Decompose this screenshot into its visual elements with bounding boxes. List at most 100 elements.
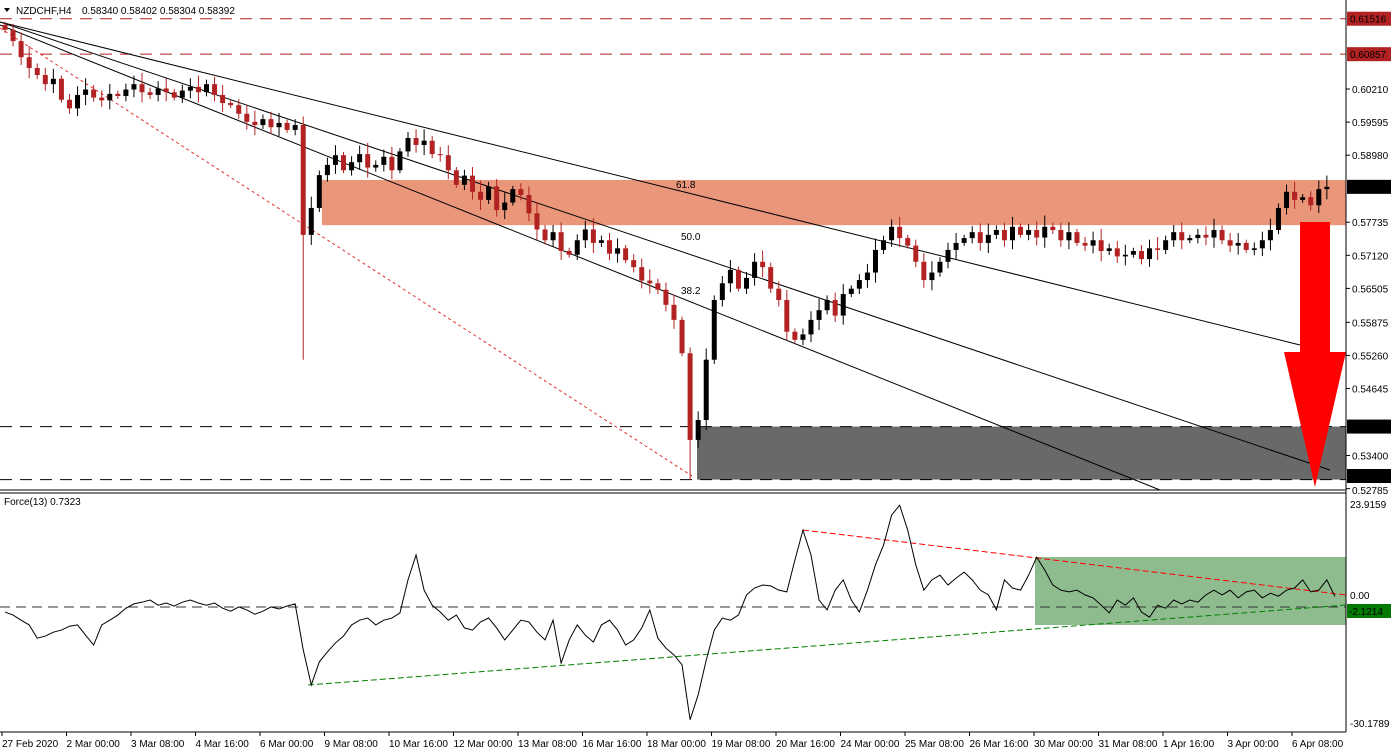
candle bbox=[324, 157, 330, 182]
price-tick-label: 0.53400 bbox=[1352, 452, 1389, 463]
candle bbox=[349, 156, 355, 176]
candle bbox=[1114, 241, 1120, 263]
candle-body bbox=[679, 319, 685, 354]
candle-body bbox=[10, 29, 16, 42]
force-panel[interactable] bbox=[0, 504, 1347, 720]
candle bbox=[542, 224, 548, 245]
candle bbox=[1066, 222, 1072, 250]
candle-body bbox=[1211, 230, 1217, 238]
candle-body bbox=[1058, 230, 1064, 241]
candle bbox=[639, 258, 645, 289]
candle bbox=[623, 245, 629, 264]
candle bbox=[582, 220, 588, 248]
candle-body bbox=[236, 105, 242, 114]
candle-body bbox=[131, 84, 137, 90]
candle-body bbox=[856, 280, 862, 289]
candle-body bbox=[1163, 240, 1169, 250]
candle bbox=[1251, 242, 1257, 256]
candle bbox=[292, 119, 298, 136]
candle bbox=[139, 72, 145, 103]
time-label: 9 Mar 08:00 bbox=[325, 739, 379, 750]
candle-body bbox=[1026, 230, 1032, 235]
candle bbox=[631, 254, 637, 273]
candle bbox=[687, 347, 693, 480]
candle bbox=[42, 67, 48, 91]
candle-body bbox=[1243, 242, 1249, 250]
candle-body bbox=[405, 137, 411, 152]
candle bbox=[494, 179, 500, 217]
candle-body bbox=[171, 92, 177, 98]
candle bbox=[598, 235, 604, 248]
candle bbox=[163, 78, 169, 102]
candle bbox=[437, 146, 443, 162]
candle bbox=[284, 119, 290, 133]
candle bbox=[155, 81, 161, 102]
candle bbox=[574, 234, 580, 261]
candle bbox=[300, 116, 306, 360]
candle bbox=[1259, 231, 1265, 257]
candle-body bbox=[349, 162, 355, 171]
candle bbox=[937, 257, 943, 277]
candle-body bbox=[687, 353, 693, 440]
force-value-tag bbox=[1347, 604, 1391, 618]
candle bbox=[1042, 215, 1048, 248]
candle-body bbox=[1138, 251, 1144, 260]
candle-body bbox=[66, 99, 72, 109]
candle bbox=[1243, 239, 1249, 253]
time-label: 18 Mar 00:00 bbox=[647, 739, 706, 750]
candle bbox=[91, 84, 97, 102]
candle bbox=[212, 76, 218, 102]
candle-body bbox=[832, 299, 838, 316]
candle-body bbox=[99, 97, 105, 101]
time-label: 30 Mar 00:00 bbox=[1034, 739, 1093, 750]
candle bbox=[453, 167, 459, 188]
ohlc-readout: 0.58340 0.58402 0.58304 0.58392 bbox=[82, 6, 235, 17]
candle-body bbox=[58, 78, 64, 100]
candle bbox=[953, 232, 959, 259]
down-arrow-icon bbox=[1284, 222, 1346, 487]
candle bbox=[1130, 247, 1136, 258]
candle bbox=[10, 23, 16, 47]
candle-body bbox=[469, 175, 475, 192]
candle bbox=[252, 110, 258, 136]
price-tick-label: 0.57735 bbox=[1352, 218, 1389, 229]
candle-body bbox=[735, 269, 741, 289]
time-label: 13 Mar 08:00 bbox=[518, 739, 577, 750]
symbol-label: NZDCHF,H4 bbox=[16, 6, 72, 17]
candle bbox=[824, 295, 830, 315]
candle-body bbox=[1187, 238, 1193, 241]
candle bbox=[711, 295, 717, 364]
candle bbox=[872, 238, 878, 283]
fib-label: 38.2 bbox=[681, 286, 701, 297]
time-label: 3 Mar 08:00 bbox=[131, 739, 185, 750]
candle-body bbox=[1235, 242, 1241, 246]
candle-body bbox=[582, 229, 588, 241]
candle-body bbox=[244, 113, 250, 122]
candle-body bbox=[260, 119, 266, 126]
candle-body bbox=[607, 240, 612, 254]
candle-body bbox=[389, 156, 395, 171]
candle bbox=[1090, 231, 1096, 254]
candle-body bbox=[695, 420, 701, 440]
candle bbox=[75, 86, 81, 117]
candle bbox=[695, 411, 701, 448]
candle bbox=[1219, 225, 1225, 245]
candle bbox=[1050, 222, 1056, 235]
force-tick-label: 0.00 bbox=[1350, 591, 1370, 602]
candle-body bbox=[1034, 230, 1040, 238]
candle bbox=[123, 83, 129, 102]
price-tick-label: 0.56505 bbox=[1352, 284, 1389, 295]
force-line bbox=[4, 504, 1336, 720]
candle-body bbox=[969, 232, 975, 239]
collapse-triangle-icon[interactable] bbox=[4, 8, 10, 12]
candle bbox=[107, 83, 113, 110]
candle bbox=[99, 90, 105, 107]
candle bbox=[1010, 216, 1015, 250]
candle bbox=[905, 234, 911, 249]
candle bbox=[1227, 232, 1233, 253]
price-panel[interactable]: 61.8 50.0 38.2 bbox=[0, 18, 1346, 491]
candle bbox=[244, 105, 250, 130]
time-label: 20 Mar 16:00 bbox=[776, 739, 835, 750]
candle-body bbox=[18, 41, 24, 58]
candle bbox=[1001, 222, 1007, 247]
